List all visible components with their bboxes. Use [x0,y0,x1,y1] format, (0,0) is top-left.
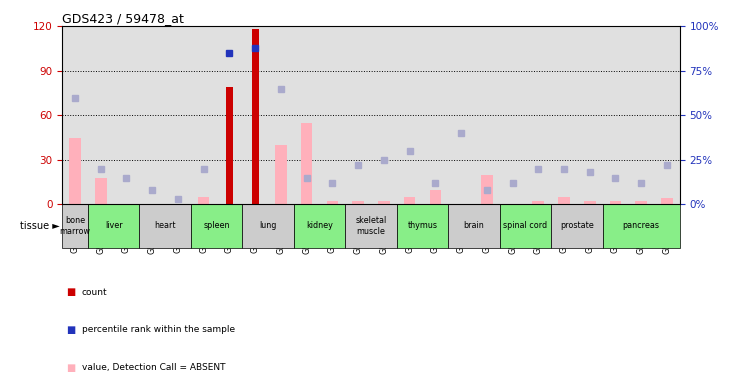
Bar [198,197,210,204]
Bar [69,138,81,204]
Bar [661,198,673,204]
Text: GDS423 / 59478_at: GDS423 / 59478_at [62,12,184,25]
Text: tissue ►: tissue ► [20,221,59,231]
Bar [532,201,544,204]
Bar [226,87,233,204]
Text: bone
marrow: bone marrow [59,216,91,236]
Bar [378,201,390,204]
Text: ■: ■ [66,325,75,335]
Bar [481,175,493,204]
Text: ■: ■ [66,288,75,297]
Bar [327,201,338,204]
Bar [352,201,364,204]
Bar [191,204,242,248]
Text: prostate: prostate [560,221,594,230]
Bar [448,204,500,248]
Text: skeletal
muscle: skeletal muscle [355,216,387,236]
Bar [430,189,441,204]
Bar [301,123,312,204]
Text: liver: liver [105,221,122,230]
Bar [345,204,397,248]
Text: percentile rank within the sample: percentile rank within the sample [82,326,235,334]
Text: spinal cord: spinal cord [504,221,548,230]
Bar [610,201,621,204]
Bar [635,201,647,204]
Text: count: count [82,288,107,297]
Bar [242,204,294,248]
Bar [500,204,551,248]
Bar [294,204,345,248]
Text: thymus: thymus [407,221,437,230]
Text: heart: heart [154,221,176,230]
Bar [404,197,415,204]
Bar [251,29,259,204]
Bar [558,197,569,204]
Bar [275,145,287,204]
Text: kidney: kidney [306,221,333,230]
Text: lung: lung [260,221,277,230]
Text: pancreas: pancreas [623,221,659,230]
Text: brain: brain [463,221,485,230]
Text: spleen: spleen [203,221,230,230]
Bar [95,178,107,204]
Text: value, Detection Call = ABSENT: value, Detection Call = ABSENT [82,363,225,372]
Bar [584,201,596,204]
Bar [551,204,602,248]
Bar [602,204,680,248]
Bar [62,204,88,248]
Bar [88,204,140,248]
Text: ■: ■ [66,363,75,372]
Bar [397,204,448,248]
Bar [140,204,191,248]
